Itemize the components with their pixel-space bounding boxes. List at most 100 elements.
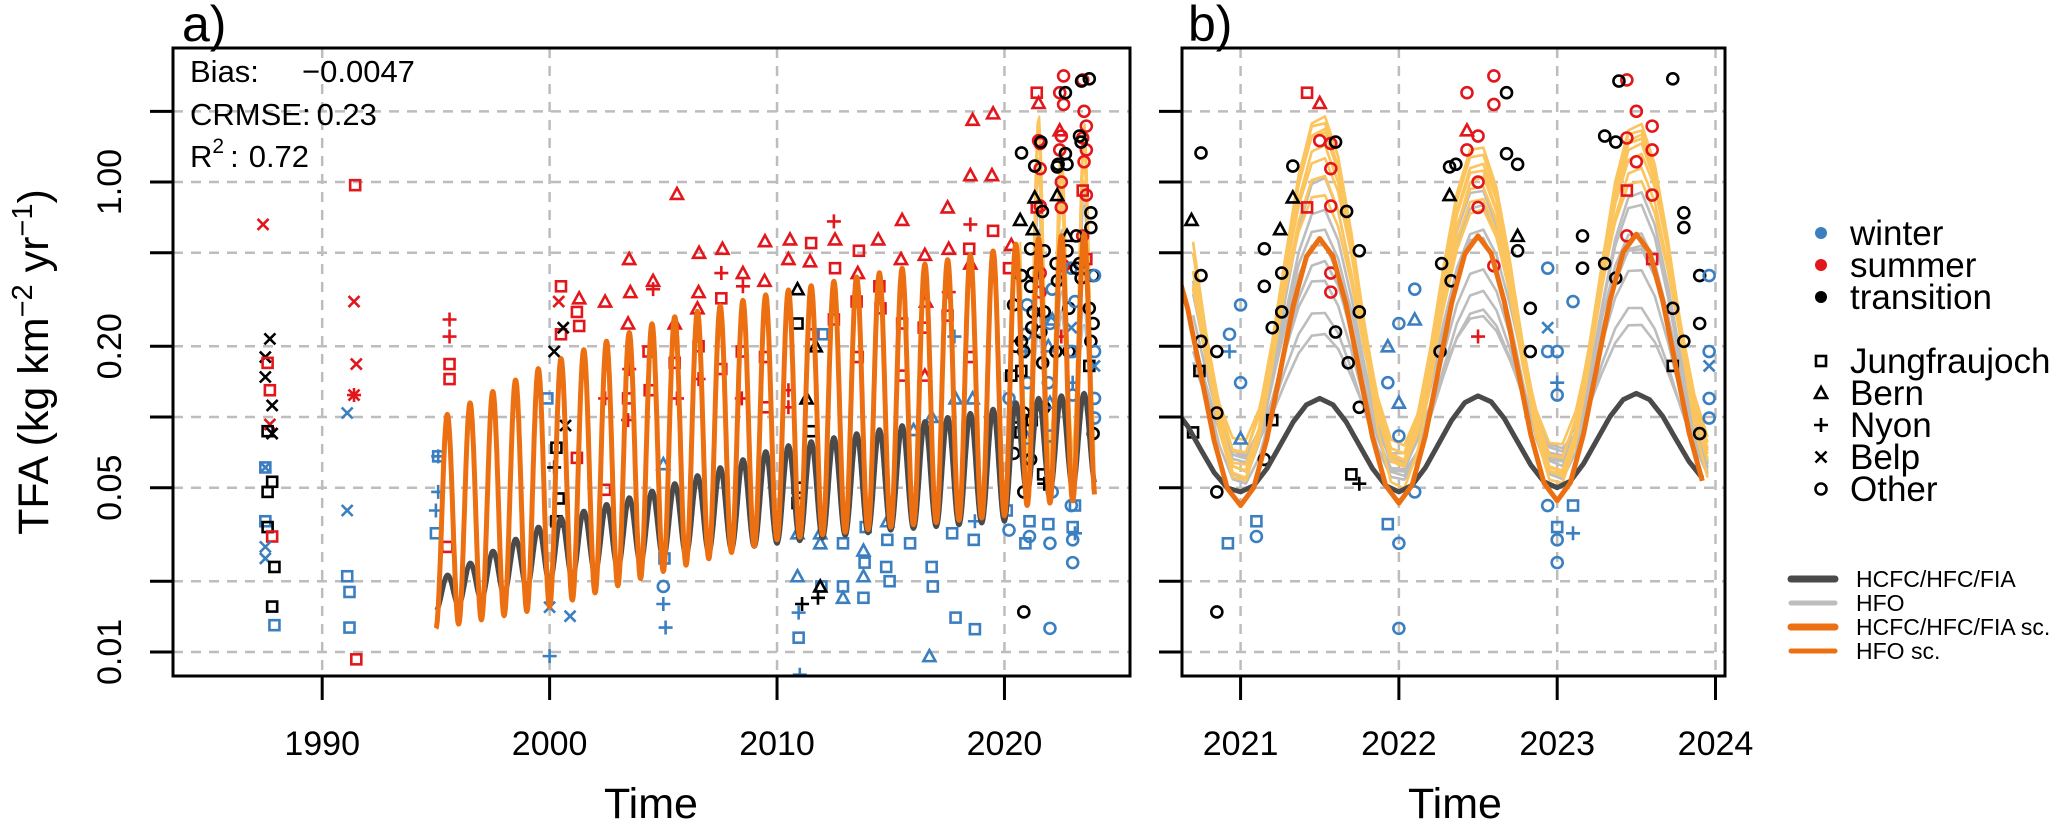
jungfraujoch-square-point — [1566, 499, 1580, 512]
legend-site-label: Jungfraujoch — [1850, 342, 2050, 381]
panel-b-axes: 2021 2022 2023 2024 — [1159, 109, 1754, 763]
other-circle-point — [1341, 356, 1356, 370]
other-circle-point — [1510, 243, 1525, 258]
bern-triangle-point — [1406, 310, 1423, 326]
bern-triangle-point — [1024, 220, 1042, 236]
other-circle-point — [1027, 159, 1042, 173]
nyon-plus-point — [1352, 476, 1367, 491]
other-circle-point — [1449, 157, 1463, 172]
jungfraujoch-square-point — [967, 533, 981, 547]
other-circle-point — [1677, 205, 1691, 220]
other-circle-point — [1210, 344, 1224, 359]
other-circle-point — [1550, 388, 1564, 402]
other-circle-point — [1566, 294, 1580, 309]
hfo-member-line — [1191, 314, 1709, 459]
other-circle-point — [1026, 266, 1040, 280]
jungfraujoch-square-point — [1221, 537, 1235, 550]
jungfraujoch-square-point — [261, 424, 274, 438]
bern-triangle-point — [596, 292, 614, 308]
other-circle-point — [1014, 146, 1029, 160]
jungfraujoch-square-point — [440, 540, 454, 554]
panel-b-label: b) — [1188, 0, 1232, 52]
nyon-plus-point — [810, 590, 825, 605]
other-circle-point — [1056, 69, 1071, 83]
bern-triangle-point — [1011, 211, 1029, 227]
nyon-plus-point — [1222, 344, 1237, 359]
belp-cross-point — [347, 295, 361, 308]
jungfraujoch-square-point — [1345, 468, 1358, 481]
bern-triangle-point — [781, 230, 799, 246]
jungfraujoch-square-point — [268, 618, 281, 632]
fit-statistics: Bias: −0.0047 CRMSE: 0.23 R2:0.72 — [190, 54, 415, 174]
bern-triangle-point — [855, 541, 872, 557]
bern-triangle-point — [826, 230, 844, 246]
other-circle-point — [1210, 605, 1224, 619]
other-circle-point — [1629, 104, 1644, 119]
other-circle-point — [1194, 146, 1208, 160]
bern-triangle-point — [668, 185, 686, 201]
x-tick-label: 2010 — [739, 725, 815, 763]
other-circle-point — [1034, 135, 1048, 149]
nyon-plus-point — [826, 214, 841, 229]
other-circle-point — [1381, 375, 1395, 390]
other-circle-point — [1702, 344, 1716, 359]
other-circle-point — [1702, 411, 1716, 425]
other-circle-point — [1677, 220, 1691, 235]
r2-separator: : — [230, 139, 239, 174]
bern-triangle-point — [1030, 94, 1047, 110]
y-tick-label: 0.05 — [91, 455, 129, 521]
bern-triangle-point — [984, 104, 1002, 120]
belp-cross-point — [265, 427, 279, 441]
bern-triangle-point — [940, 240, 957, 256]
other-circle-point — [1265, 320, 1280, 335]
jungfraujoch-square-point — [1023, 514, 1036, 528]
x-tick-label: 2022 — [1361, 725, 1437, 763]
bern-triangle-point — [892, 250, 910, 266]
legend-transition-dot — [1815, 291, 1827, 303]
jungfraujoch-square-point — [554, 279, 568, 293]
other-circle-point — [1257, 279, 1272, 294]
other-circle-point — [1074, 135, 1088, 149]
other-circle-point — [1233, 375, 1248, 390]
jungfraujoch-square-point — [343, 585, 356, 599]
jungfraujoch-square-point — [1300, 86, 1314, 100]
other-circle-point — [1339, 204, 1354, 219]
other-circle-point — [1043, 536, 1057, 551]
other-circle-point — [1222, 327, 1237, 342]
y-title-mid: yr — [10, 237, 58, 285]
other-circle-point — [1540, 261, 1555, 275]
other-circle-point — [1499, 85, 1514, 100]
jungfraujoch-square-point — [1550, 520, 1564, 534]
jungfraujoch-square-point — [792, 631, 805, 644]
jungfraujoch-square-point — [968, 622, 982, 636]
legend-transition-label: transition — [1850, 278, 1992, 317]
jungfraujoch-square-point — [852, 244, 866, 258]
other-circle-point — [1312, 133, 1327, 148]
other-circle-point — [1702, 391, 1716, 406]
bias-value: −0.0047 — [302, 54, 415, 89]
other-circle-point — [1274, 266, 1289, 280]
bern-triangle-point — [1183, 211, 1200, 227]
other-circle-point — [1257, 241, 1272, 256]
other-circle-point — [1471, 200, 1485, 215]
bern-triangle-point — [1509, 227, 1526, 243]
other-circle-point — [1249, 529, 1264, 544]
other-circle-point — [1645, 119, 1659, 133]
legend-nyon-plus-icon — [1814, 418, 1828, 432]
jungfraujoch-square-point — [804, 424, 818, 438]
other-circle-point — [1054, 200, 1069, 215]
r2-value: 0.72 — [249, 139, 309, 174]
other-circle-point — [1324, 285, 1338, 299]
x-tick-label: 2024 — [1678, 725, 1754, 763]
other-circle-point — [1051, 157, 1065, 172]
jungfraujoch-square-point — [816, 327, 829, 341]
jungfraujoch-square-point — [1019, 537, 1032, 550]
jungfraujoch-square-point — [791, 317, 804, 330]
y-tick-label: 0.01 — [91, 619, 129, 685]
other-circle-point — [1523, 344, 1538, 359]
other-circle-point — [1043, 621, 1057, 636]
other-circle-point — [1523, 301, 1538, 316]
other-circle-point — [1645, 143, 1659, 157]
legend-line-label: HFO sc. — [1856, 638, 1940, 664]
belp-cross-point — [563, 609, 577, 623]
